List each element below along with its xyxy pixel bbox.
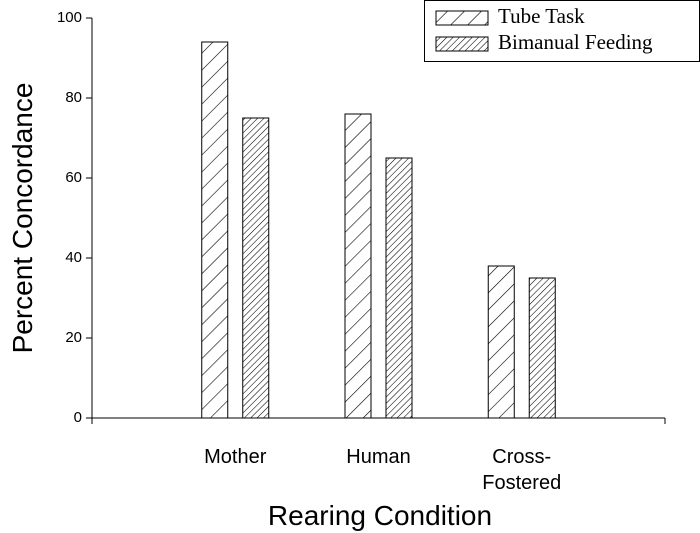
legend-swatch [435, 10, 489, 26]
y-tick-label: 20 [65, 329, 82, 346]
x-tick-label: Human [346, 446, 410, 468]
y-tick-label: 100 [57, 9, 82, 26]
bar [242, 117, 270, 419]
legend-label: Bimanual Feeding [498, 30, 653, 54]
x-tick-label-line: Cross- [492, 446, 551, 468]
y-tick-label: 0 [74, 409, 82, 426]
bar [201, 41, 229, 419]
x-tick-label: Cross- Fostered [482, 446, 561, 494]
legend-label: Tube Task [498, 4, 585, 28]
y-tick-label: 60 [65, 169, 82, 186]
bar [385, 157, 413, 419]
legend-swatch [435, 36, 489, 52]
bar [487, 265, 515, 419]
bar [528, 277, 556, 419]
y-tick-label: 80 [65, 89, 82, 106]
bar [344, 113, 372, 419]
x-tick-label: Mother [204, 446, 267, 468]
x-axis-label: Rearing Condition [268, 500, 492, 531]
y-axis-label: Percent Concordance [7, 83, 38, 354]
y-tick-label: 40 [65, 249, 82, 266]
x-tick-label-line: Fostered [482, 472, 561, 494]
